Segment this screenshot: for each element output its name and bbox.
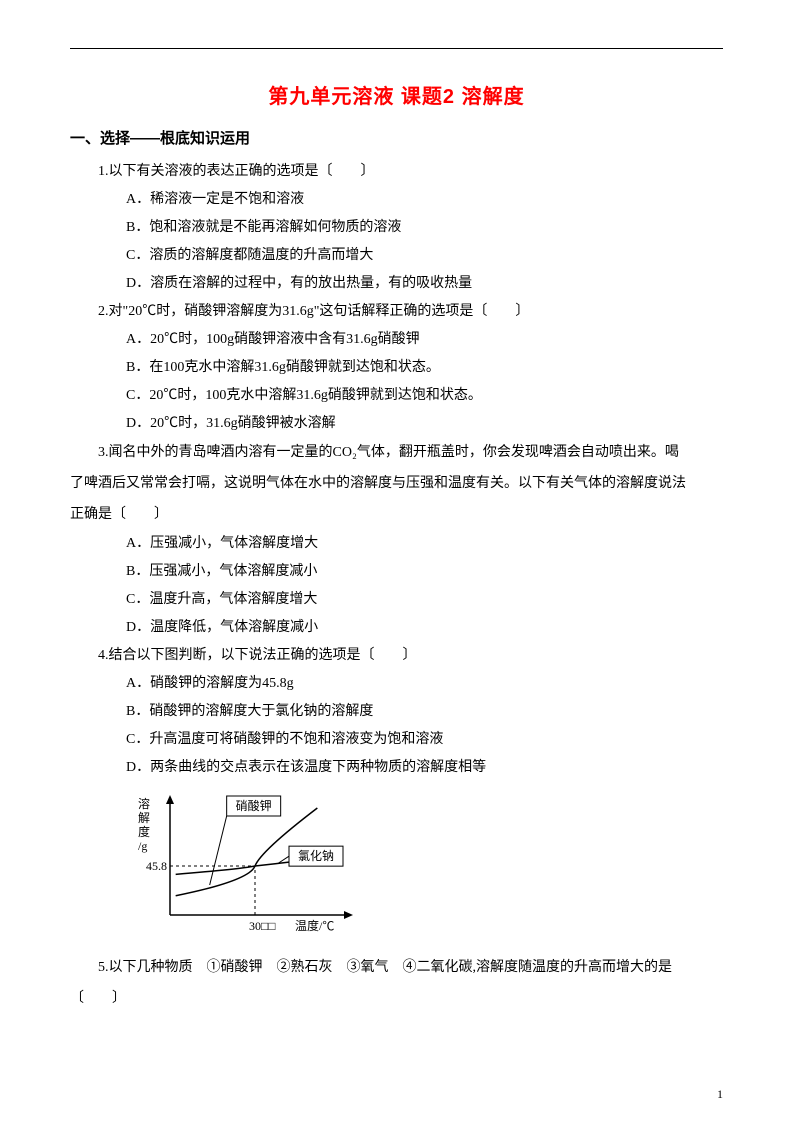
svg-text:氯化钠: 氯化钠: [298, 849, 334, 864]
q2-option-b: B．在100克水中溶解31.6g硝酸钾就到达饱和状态。: [70, 354, 723, 382]
q5-stem-line1: 5.以下几种物质 ①硝酸钾 ②熟石灰 ③氧气 ④二氧化碳,溶解度随温度的升高而增…: [70, 953, 723, 984]
svg-text:度: 度: [138, 824, 150, 839]
q1-stem: 1.以下有关溶液的表达正确的选项是〔 〕: [70, 158, 723, 186]
q3-stem-line1: 3.闻名中外的青岛啤酒内溶有一定量的CO₂气体，翻开瓶盖时，你会发现啤酒会自动喷…: [70, 438, 723, 469]
svg-text:硝酸钾: 硝酸钾: [236, 798, 272, 813]
q4-option-d: D．两条曲线的交点表示在该温度下两种物质的溶解度相等: [70, 754, 723, 782]
solubility-chart: 溶解度/g 45.8 30□□ 温度/℃ 硝酸钾氯化钠: [130, 790, 723, 945]
q1-option-c: C．溶质的溶解度都随温度的升高而增大: [70, 242, 723, 270]
q3-stem-line2: 了啤酒后又常常会打嗝，这说明气体在水中的溶解度与压强和温度有关。以下有关气体的溶…: [70, 469, 723, 500]
page-number: 1: [717, 1087, 723, 1102]
q4-option-c: C．升高温度可将硝酸钾的不饱和溶液变为饱和溶液: [70, 726, 723, 754]
svg-text:45.8: 45.8: [146, 859, 167, 873]
q1-option-a: A．稀溶液一定是不饱和溶液: [70, 186, 723, 214]
q2-option-a: A．20℃时，100g硝酸钾溶液中含有31.6g硝酸钾: [70, 326, 723, 354]
section-header: 一、选择——根底知识运用: [70, 127, 723, 148]
svg-text:解: 解: [138, 811, 150, 825]
q5-stem-line2: 〔 〕: [70, 984, 723, 1015]
q3-stem-line3: 正确是〔 〕: [70, 500, 723, 531]
page-title: 第九单元溶液 课题2 溶解度: [70, 80, 723, 109]
q3-option-a: A．压强减小，气体溶解度增大: [70, 530, 723, 558]
svg-text:/g: /g: [138, 839, 147, 853]
q1-option-d: D．溶质在溶解的过程中，有的放出热量，有的吸收热量: [70, 270, 723, 298]
q4-stem: 4.结合以下图判断，以下说法正确的选项是〔 〕: [70, 642, 723, 670]
top-rule-line: [70, 48, 723, 49]
q2-option-c: C．20℃时，100克水中溶解31.6g硝酸钾就到达饱和状态。: [70, 382, 723, 410]
q3-option-d: D．温度降低，气体溶解度减小: [70, 614, 723, 642]
q2-stem: 2.对"20℃时，硝酸钾溶解度为31.6g"这句话解释正确的选项是〔 〕: [70, 298, 723, 326]
q3-option-c: C．温度升高，气体溶解度增大: [70, 586, 723, 614]
q1-option-b: B．饱和溶液就是不能再溶解如何物质的溶液: [70, 214, 723, 242]
q4-option-a: A．硝酸钾的溶解度为45.8g: [70, 670, 723, 698]
q4-option-b: B．硝酸钾的溶解度大于氯化钠的溶解度: [70, 698, 723, 726]
svg-text:30□□: 30□□: [249, 919, 276, 933]
q3-option-b: B．压强减小，气体溶解度减小: [70, 558, 723, 586]
svg-text:温度/℃: 温度/℃: [295, 918, 334, 933]
q2-option-d: D．20℃时，31.6g硝酸钾被水溶解: [70, 410, 723, 438]
svg-text:溶: 溶: [138, 796, 150, 811]
